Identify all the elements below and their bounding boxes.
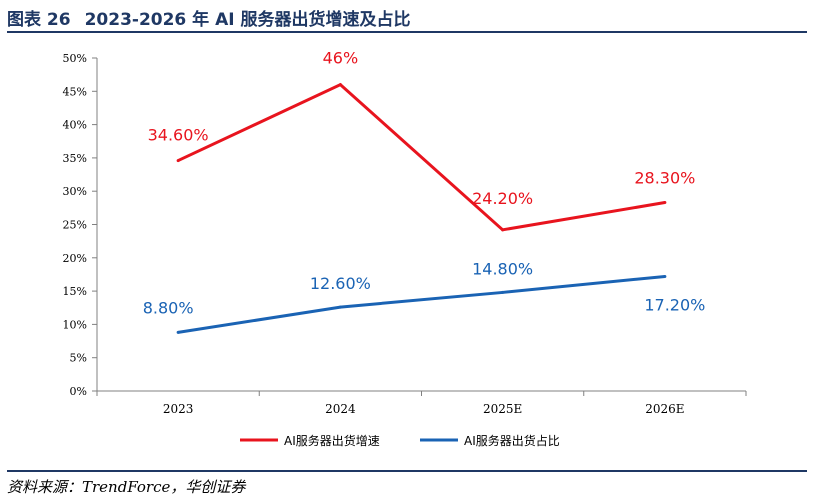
- data-label: 14.80%: [472, 259, 533, 278]
- y-tick-label: 30%: [63, 185, 87, 198]
- y-tick-label: 20%: [63, 252, 87, 265]
- y-tick-label: 35%: [63, 152, 87, 165]
- source-note: 资料来源：TrendForce，华创证券: [7, 478, 246, 496]
- figure-title: 图表 26 2023-2026 年 AI 服务器出货增速及占比: [7, 5, 425, 30]
- data-label: 24.20%: [472, 189, 533, 208]
- series-line-2: [177, 274, 666, 334]
- footer-rule: [7, 470, 807, 472]
- data-point: [501, 228, 505, 232]
- data-point: [501, 290, 505, 294]
- x-tick-label: 2026E: [645, 402, 684, 416]
- header-rule: [7, 31, 807, 33]
- data-point: [663, 274, 667, 278]
- legend-label: AI服务器出货增速: [284, 433, 380, 448]
- y-tick-label: 25%: [63, 219, 87, 232]
- x-tick-label: 2025E: [483, 402, 522, 416]
- y-tick-label: 15%: [63, 285, 87, 298]
- data-point: [176, 330, 180, 334]
- x-tick-label: 2023: [163, 402, 194, 416]
- figure-header: 图表 26 2023-2026 年 AI 服务器出货增速及占比: [0, 0, 814, 33]
- legend-label: AI服务器出货占比: [464, 433, 560, 448]
- data-label: 8.80%: [143, 298, 194, 317]
- data-label: 34.60%: [148, 126, 209, 145]
- data-label: 12.60%: [310, 274, 371, 293]
- y-tick-label: 45%: [63, 85, 87, 98]
- data-point: [663, 201, 667, 205]
- x-tick-label: 2024: [325, 402, 356, 416]
- data-label: 28.30%: [634, 169, 695, 188]
- figure-number: 图表 26: [7, 10, 71, 30]
- y-tick-label: 50%: [63, 52, 87, 65]
- y-tick-label: 0%: [70, 385, 87, 398]
- data-label: 17.20%: [644, 295, 705, 314]
- figure-title-text: 2023-2026 年 AI 服务器出货增速及占比: [84, 10, 411, 30]
- y-tick-label: 10%: [63, 318, 87, 331]
- data-label: 46%: [323, 49, 359, 68]
- y-tick-label: 40%: [63, 119, 87, 132]
- line-chart: 0% 5% 10% 15% 20% 25% 30% 35% 40% 45% 50% 2023 2024 2…: [63, 49, 747, 448]
- y-tick-label: 5%: [70, 352, 87, 365]
- data-point: [338, 83, 342, 87]
- data-point: [338, 305, 342, 309]
- series-line-1: [177, 82, 666, 232]
- data-point: [176, 159, 180, 163]
